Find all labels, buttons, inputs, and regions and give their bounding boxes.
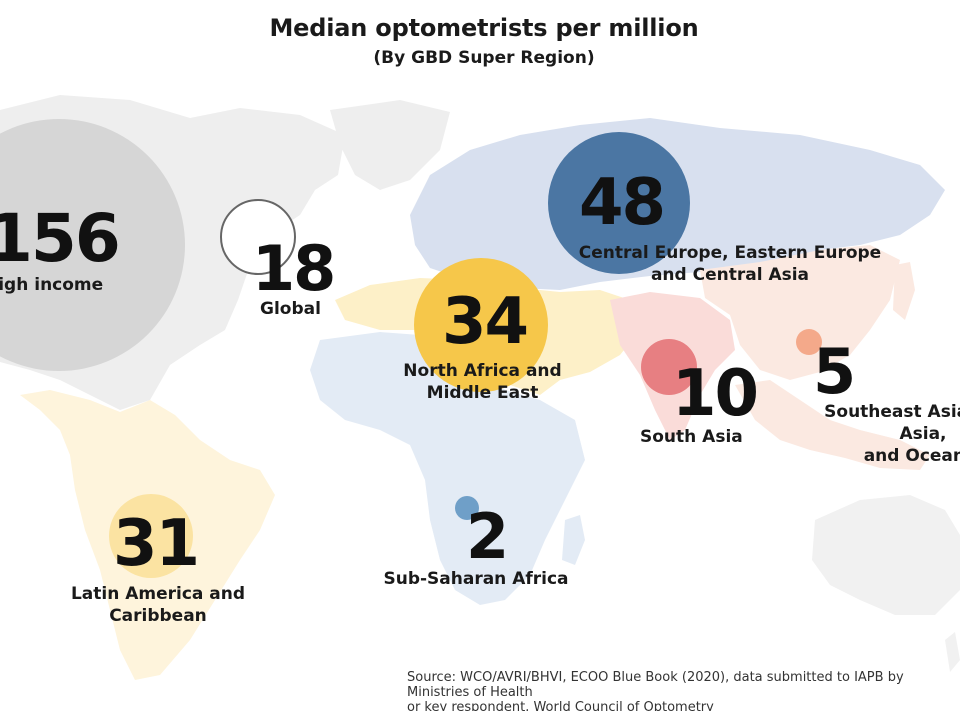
bubble-global (220, 199, 296, 275)
value-global: 18 (252, 232, 336, 305)
label-latam: Latin America and Caribbean (70, 584, 246, 626)
land-new-zealand (945, 632, 960, 672)
land-japan (893, 262, 915, 320)
label-global: Global (260, 299, 321, 319)
land-sub-saharan-africa (310, 332, 585, 605)
source-note: Source: WCO/AVRI/BHVI, ECOO Blue Book (2… (407, 670, 904, 711)
map-title: Median optometrists per million (269, 14, 699, 42)
value-nafme: 34 (442, 285, 529, 359)
value-sea-oceania: 5 (813, 335, 856, 408)
bubble-south-asia (641, 339, 697, 395)
label-ssa: Sub-Saharan Africa (383, 569, 569, 589)
land-greenland (330, 100, 450, 190)
label-high-income: High income (0, 275, 104, 295)
land-southeast-asia (735, 380, 930, 470)
bubble-latam (109, 494, 193, 578)
value-latam: 31 (113, 507, 200, 581)
land-east-asia (700, 245, 900, 380)
bubble-cee-ca (548, 132, 690, 274)
value-ssa: 2 (466, 500, 509, 573)
bubble-nafme (414, 258, 548, 392)
bubble-sea-oceania (796, 329, 822, 355)
land-madagascar (562, 515, 585, 565)
land-australia (812, 495, 960, 615)
bubble-ssa (455, 496, 479, 520)
label-sea-oceania: Southeast Asia, East Asia, and Oceania (824, 402, 960, 466)
label-cee-ca: Central Europe, Eastern Europe and Centr… (578, 243, 882, 285)
label-south-asia: South Asia (640, 427, 743, 447)
value-high-income: 156 (0, 200, 121, 277)
value-cee-ca: 48 (579, 166, 666, 240)
value-south-asia: 10 (672, 357, 759, 431)
map-subtitle: (By GBD Super Region) (373, 48, 595, 68)
label-nafme: North Africa and Middle East (403, 361, 562, 403)
